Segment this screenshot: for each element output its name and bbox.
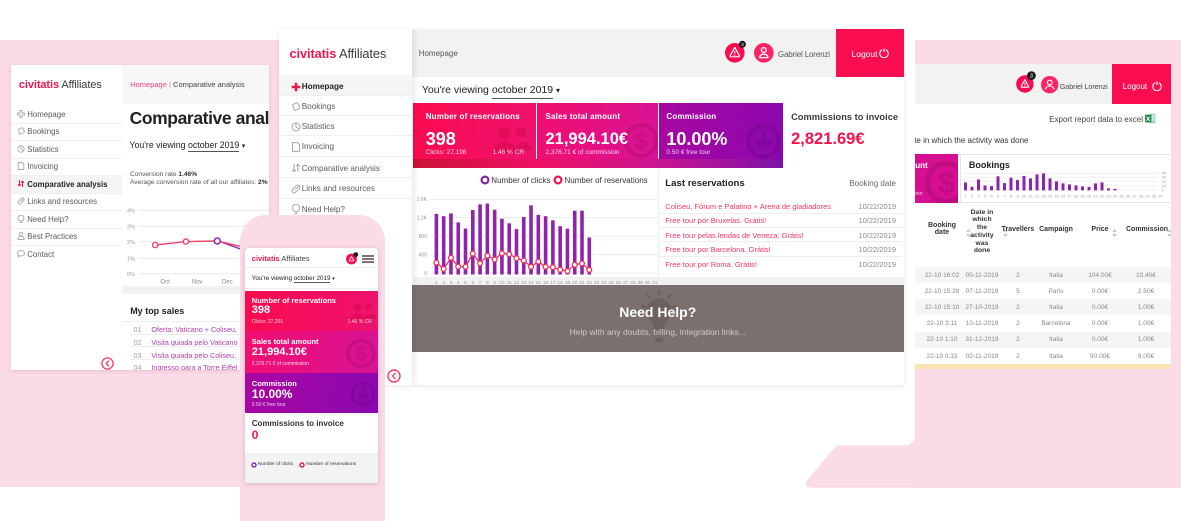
svg-text:29: 29 bbox=[1146, 195, 1150, 199]
svg-text:4: 4 bbox=[984, 195, 986, 199]
svg-text:13: 13 bbox=[1042, 195, 1046, 199]
svg-text:3: 3 bbox=[978, 195, 980, 199]
svg-text:26: 26 bbox=[616, 280, 622, 286]
svg-text:X: X bbox=[1146, 116, 1151, 123]
svg-text:7: 7 bbox=[479, 280, 482, 286]
svg-text:18: 18 bbox=[1074, 195, 1078, 199]
svg-text:21: 21 bbox=[580, 280, 586, 286]
svg-text:16: 16 bbox=[543, 280, 549, 286]
svg-text:13: 13 bbox=[521, 280, 527, 286]
svg-text:1.6K: 1.6K bbox=[417, 197, 428, 203]
svg-text:1: 1 bbox=[435, 280, 438, 286]
svg-text:400: 400 bbox=[419, 253, 428, 259]
svg-text:22: 22 bbox=[1100, 195, 1104, 199]
svg-text:1: 1 bbox=[965, 195, 967, 199]
svg-text:31: 31 bbox=[1159, 195, 1163, 199]
svg-text:22: 22 bbox=[587, 280, 593, 286]
svg-text:19: 19 bbox=[1081, 195, 1085, 199]
svg-text:30: 30 bbox=[1162, 175, 1167, 180]
svg-text:2: 2 bbox=[443, 280, 446, 286]
svg-text:27: 27 bbox=[1133, 195, 1137, 199]
svg-text:7: 7 bbox=[1004, 195, 1006, 199]
svg-text:21: 21 bbox=[1094, 195, 1098, 199]
svg-text:20: 20 bbox=[1087, 195, 1091, 199]
svg-text:4: 4 bbox=[457, 280, 460, 286]
svg-text:2%: 2% bbox=[127, 240, 135, 246]
svg-text:10: 10 bbox=[1022, 195, 1026, 199]
svg-text:5: 5 bbox=[465, 280, 468, 286]
svg-text:17: 17 bbox=[1068, 195, 1072, 199]
svg-text:0%: 0% bbox=[127, 272, 135, 278]
svg-text:17: 17 bbox=[551, 280, 557, 286]
svg-text:800: 800 bbox=[419, 234, 428, 240]
svg-text:11: 11 bbox=[1029, 195, 1033, 199]
svg-text:8: 8 bbox=[486, 280, 489, 286]
svg-text:$: $ bbox=[355, 342, 367, 365]
svg-text:1%: 1% bbox=[127, 257, 135, 263]
svg-text:30: 30 bbox=[1152, 195, 1156, 199]
svg-text:15: 15 bbox=[1055, 195, 1059, 199]
svg-text:Dec: Dec bbox=[222, 280, 233, 286]
svg-text:Oct: Oct bbox=[160, 280, 170, 286]
svg-text:11: 11 bbox=[507, 280, 512, 286]
svg-text:8: 8 bbox=[1010, 195, 1012, 199]
svg-text:19: 19 bbox=[565, 280, 571, 286]
svg-text:9: 9 bbox=[494, 280, 497, 286]
svg-text:4%: 4% bbox=[127, 209, 135, 215]
svg-text:12: 12 bbox=[1035, 195, 1039, 199]
svg-text:3: 3 bbox=[1030, 74, 1033, 80]
svg-text:5: 5 bbox=[991, 195, 993, 199]
svg-text:24: 24 bbox=[602, 280, 608, 286]
svg-text:24: 24 bbox=[1113, 195, 1117, 199]
svg-text:28: 28 bbox=[1139, 195, 1143, 199]
svg-text:31: 31 bbox=[653, 280, 659, 286]
svg-text:28: 28 bbox=[631, 280, 637, 286]
svg-text:10: 10 bbox=[500, 280, 506, 286]
svg-text:26: 26 bbox=[1126, 195, 1130, 199]
svg-text:14: 14 bbox=[529, 280, 535, 286]
svg-text:3: 3 bbox=[741, 42, 744, 48]
svg-text:3: 3 bbox=[450, 280, 453, 286]
svg-text:6: 6 bbox=[472, 280, 475, 286]
svg-text:18: 18 bbox=[558, 280, 564, 286]
svg-text:2: 2 bbox=[971, 195, 973, 199]
svg-text:20: 20 bbox=[1162, 179, 1167, 184]
svg-text:3%: 3% bbox=[127, 225, 135, 231]
svg-text:Nov: Nov bbox=[192, 280, 203, 286]
svg-text:25: 25 bbox=[609, 280, 615, 286]
svg-text:10: 10 bbox=[1162, 184, 1167, 189]
svg-text:1.2K: 1.2K bbox=[417, 216, 428, 222]
svg-text:0: 0 bbox=[425, 271, 428, 277]
svg-text:14: 14 bbox=[1048, 195, 1052, 199]
svg-text:27: 27 bbox=[623, 280, 629, 286]
svg-text:15: 15 bbox=[536, 280, 542, 286]
svg-text:12: 12 bbox=[514, 280, 520, 286]
svg-text:29: 29 bbox=[638, 280, 644, 286]
svg-text:6: 6 bbox=[997, 195, 999, 199]
svg-text:40: 40 bbox=[1162, 171, 1167, 176]
svg-text:$: $ bbox=[938, 167, 955, 200]
svg-text:9: 9 bbox=[1017, 195, 1019, 199]
svg-text:23: 23 bbox=[594, 280, 600, 286]
svg-text:23: 23 bbox=[1107, 195, 1111, 199]
svg-text:16: 16 bbox=[1061, 195, 1065, 199]
svg-text:0: 0 bbox=[1162, 188, 1165, 193]
svg-text:30: 30 bbox=[645, 280, 651, 286]
svg-text:25: 25 bbox=[1120, 195, 1124, 199]
svg-text:20: 20 bbox=[572, 280, 578, 286]
svg-text:$: $ bbox=[635, 128, 649, 155]
